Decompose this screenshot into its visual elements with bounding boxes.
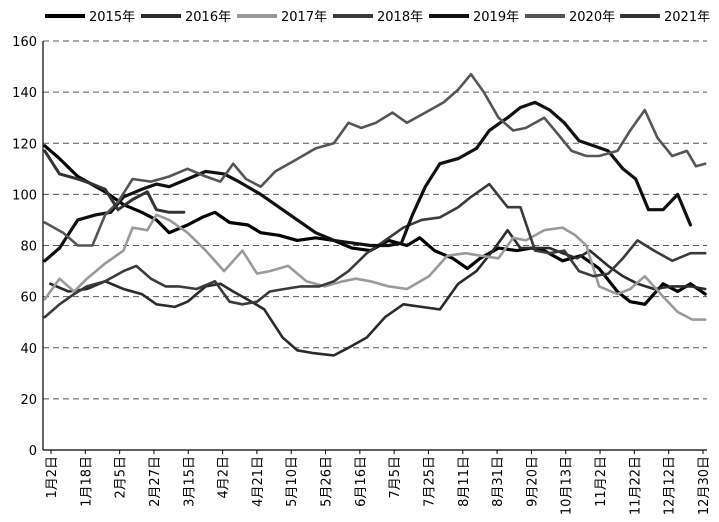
x-tick-label: 7月5日	[388, 456, 403, 499]
x-tick-label: 12月30日	[697, 456, 712, 515]
y-tick-label: 80	[20, 240, 37, 255]
series-line-2018年	[43, 182, 707, 319]
y-tick-label: 120	[12, 137, 37, 152]
y-tick-label: 60	[20, 291, 37, 306]
x-tick-label: 11月2日	[594, 456, 609, 507]
y-tick-label: 0	[29, 444, 37, 459]
x-tick-label: 5月26日	[320, 456, 335, 507]
x-tick-label: 10月13日	[560, 456, 575, 515]
x-tick-label: 11月22日	[628, 456, 643, 515]
series-line-2017年	[43, 213, 707, 321]
x-tick-label: 12月12日	[663, 456, 678, 515]
x-tick-label: 9月20日	[525, 456, 540, 507]
series-line-2020年	[43, 72, 707, 247]
x-tick-label: 2月27日	[148, 456, 163, 507]
legend-label: 2016年	[185, 10, 231, 25]
x-tick-label: 4月21日	[251, 456, 266, 507]
x-tick-label: 4月2日	[217, 456, 232, 499]
series-line-2015年	[43, 144, 707, 306]
y-tick-label: 40	[20, 342, 37, 357]
legend-label: 2017年	[281, 10, 327, 25]
y-tick-label: 160	[12, 35, 37, 50]
y-tick-label: 100	[12, 188, 37, 203]
legend-label: 2020年	[569, 10, 615, 25]
y-tick-label: 20	[20, 393, 37, 408]
gridlines	[43, 40, 707, 400]
x-tick-label: 1月18日	[79, 456, 94, 507]
series-line-2016年	[48, 228, 707, 357]
x-tick-label: 1月2日	[45, 456, 60, 499]
x-tick-label: 3月15日	[182, 456, 197, 507]
legend: 2015年 2016年 2017年 2018年 2019年 2020年 2021年	[45, 10, 710, 25]
legend-label: 2021年	[664, 10, 710, 25]
x-tick-label: 2月5日	[114, 456, 129, 499]
x-tick-label: 5月10日	[285, 456, 300, 507]
series-lines	[43, 72, 707, 357]
x-tick-label: 8月11日	[457, 456, 472, 507]
legend-label: 2015年	[89, 10, 135, 25]
series-line-2021年	[43, 149, 186, 214]
x-tick-label: 6月16日	[354, 456, 369, 507]
x-tick-label: 7月25日	[422, 456, 437, 507]
y-tick-label: 140	[12, 86, 37, 101]
legend-label: 2019年	[473, 10, 519, 25]
axes: 0 20 40 60 80 100 120 140 160 1月2日 1月18日 2月5日 2月27日 3…	[12, 35, 712, 515]
x-tick-label: 8月31日	[491, 456, 506, 507]
legend-label: 2018年	[377, 10, 423, 25]
series-line-2019年	[43, 100, 693, 263]
